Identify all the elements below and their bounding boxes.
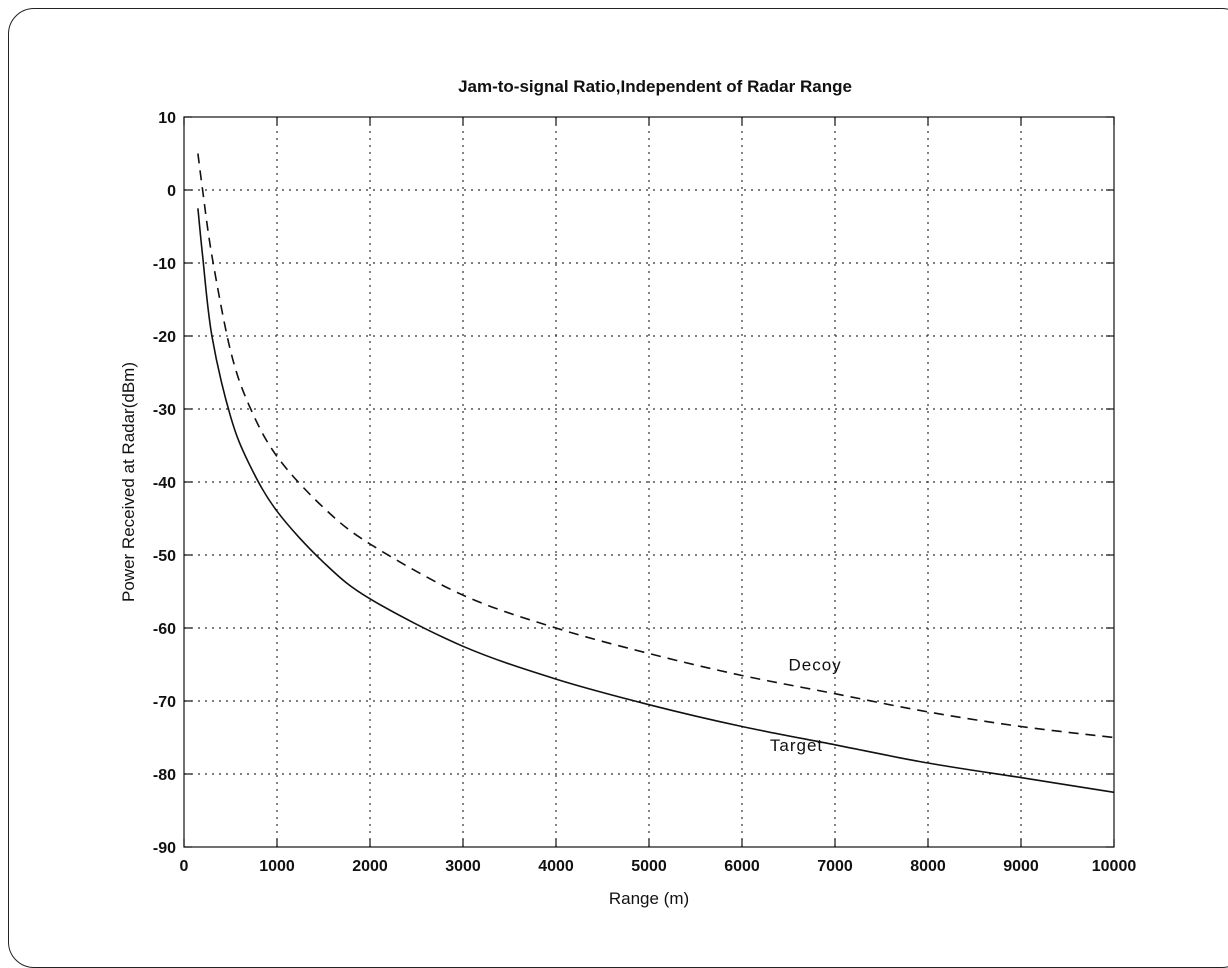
- y-tick-label: -60: [153, 621, 176, 638]
- x-tick-label: 2000: [352, 858, 388, 875]
- series-line-decoy: [197, 153, 1115, 739]
- y-tick-label: 0: [167, 183, 176, 200]
- series: [197, 153, 1115, 794]
- y-tick-label: -70: [153, 694, 176, 711]
- y-tick-label: 10: [158, 110, 176, 127]
- y-tick-label: -50: [153, 548, 176, 565]
- x-axis-label: Range (m): [609, 889, 689, 908]
- series-line-target: [197, 208, 1115, 794]
- annotation-decoy: Decoy: [789, 656, 842, 675]
- y-tick-label: -20: [153, 329, 176, 346]
- x-tick-label: 0: [180, 858, 189, 875]
- x-tick-label: 9000: [1003, 858, 1039, 875]
- y-tick-label: -90: [153, 840, 176, 857]
- x-tick-label: 6000: [724, 858, 760, 875]
- y-axis-label: Power Received at Radar(dBm): [119, 362, 138, 602]
- x-tick-label: 8000: [910, 858, 946, 875]
- x-tick-label: 1000: [259, 858, 295, 875]
- annotation-target: Target: [770, 736, 823, 755]
- x-tick-label: 5000: [631, 858, 667, 875]
- y-tick-label: -10: [153, 256, 176, 273]
- y-tick-label: -30: [153, 402, 176, 419]
- chart-title: Jam-to-signal Ratio,Independent of Radar…: [458, 77, 852, 96]
- annotations: Decoy Target: [770, 656, 842, 755]
- y-tick-label: -80: [153, 767, 176, 784]
- x-tick-label: 7000: [817, 858, 853, 875]
- y-tick-label: -40: [153, 475, 176, 492]
- grid: [184, 117, 1114, 847]
- ticks: 0 1000 2000 3000 4000 5000 6000 7000 8000 9000 100…: [153, 110, 1136, 875]
- x-tick-label: 10000: [1092, 858, 1137, 875]
- x-tick-label: 4000: [538, 858, 574, 875]
- x-tick-label: 3000: [445, 858, 481, 875]
